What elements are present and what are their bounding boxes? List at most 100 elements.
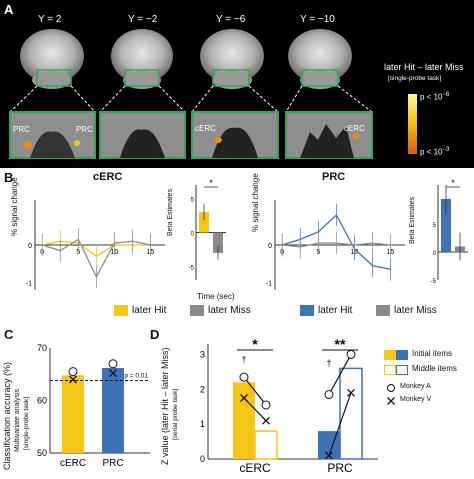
bar-prc	[102, 367, 124, 453]
legend-circle-marker	[387, 384, 395, 392]
panel-b-ylabel-left: % signal change	[10, 177, 19, 236]
y-tick-label: 0	[28, 243, 32, 250]
y-tick-label: 60	[37, 396, 47, 406]
panel-b-xlabel: Time (sec)	[197, 292, 235, 301]
y-tick-label: -5	[189, 265, 195, 271]
contrast-title: later Hit – later Miss	[384, 62, 464, 72]
panel-b-beta-ylabel-left: Beta Estimates	[167, 188, 174, 236]
inset-label-cerc-right: cERC	[344, 124, 365, 133]
panel-letter-a: A	[4, 2, 14, 17]
slice-1	[20, 29, 84, 89]
monkey-v-point	[262, 416, 270, 425]
brain-slices-graphic	[9, 29, 417, 159]
y-tick-label: 5	[433, 223, 437, 229]
slice-3	[200, 29, 264, 89]
panel-letter-b: B	[4, 170, 14, 185]
legend-later-miss-prc: later Miss	[394, 305, 437, 316]
panel-d-ylabel-sub: [serial probe task]	[172, 388, 179, 440]
line-chart-cerc: 0-1051015	[26, 200, 165, 290]
significance-marker: **	[335, 336, 346, 352]
beta-bar-hit	[199, 212, 209, 233]
legend-monkey-v: Monkey V	[400, 396, 432, 403]
monkey-a-point	[68, 367, 78, 377]
significance-marker: *	[451, 178, 455, 188]
inset-4	[285, 111, 373, 159]
category-label: cERC	[60, 458, 86, 469]
monkey-a-point	[108, 359, 118, 369]
panel-b-title-prc: PRC	[322, 171, 346, 183]
inset-label-prc-left: PRC	[13, 125, 30, 134]
legend-later-miss: later Miss	[208, 305, 251, 316]
legend-later-hit-prc: later Hit	[318, 305, 353, 316]
bar-initial-cerc	[233, 382, 255, 459]
legend-middle-swatch-blue	[396, 365, 408, 375]
legend-later-miss-swatch	[190, 305, 204, 316]
panel-b-ylabel-right: % signal change	[251, 173, 260, 232]
panel-c-ylabel: Classification accuracy (%)	[2, 361, 12, 470]
y-tick-label: 0	[268, 243, 272, 250]
inset-label-cerc-left: cERC	[195, 124, 216, 133]
legend-monkey-a: Monkey A	[400, 383, 431, 390]
dagger-marker: †	[241, 354, 246, 364]
beta-chart-prc: 5 0 -5 *	[431, 178, 468, 285]
legend-initial-swatch-yellow	[384, 350, 396, 360]
monkey-v-point	[347, 388, 355, 397]
panel-letter-d: D	[150, 327, 160, 342]
colorbar-top-label: p < 10−6	[420, 92, 450, 102]
legend-initial-swatch-blue	[396, 350, 408, 360]
monkey-v-point	[325, 451, 333, 460]
slice-label-1: Y = 2	[38, 14, 62, 25]
category-label: PRC	[102, 458, 123, 469]
legend-later-hit-swatch	[114, 305, 128, 316]
beta-bar-miss	[213, 232, 223, 253]
bar-cerc	[62, 375, 84, 453]
panel-c-ylabel-sub2: [single-probe task]	[23, 396, 30, 450]
inset-label-prc-right: PRC	[76, 125, 93, 134]
category-label: PRC	[327, 461, 353, 475]
category-label: cERC	[239, 461, 271, 475]
legend-later-hit-prc-swatch	[300, 305, 314, 316]
slice-label-3: Y = −6	[216, 14, 246, 25]
significance-marker: *	[209, 178, 213, 188]
slice-2	[111, 29, 173, 89]
threshold-label: p = 0.01	[124, 373, 148, 380]
monkey-a-point	[346, 349, 356, 359]
inset-2	[99, 111, 186, 159]
monkey-a-connector	[243, 376, 267, 406]
legend-initial-items: Initial items	[412, 349, 453, 358]
classification-bar-chart: 50 60 70 cERC PRC p = 0.01	[37, 343, 150, 469]
monkey-v-point	[69, 375, 77, 384]
y-tick-label: 2	[200, 384, 205, 394]
monkey-v-point	[240, 394, 248, 402]
slice-label-2: Y = −2	[128, 14, 158, 25]
panel-d-ylabel: Z value (later Hit – later Miss)	[160, 347, 170, 465]
bar-middle-prc	[339, 367, 363, 460]
y-tick-label: 50	[37, 448, 47, 458]
legend-middle-items: Middle items	[412, 364, 457, 373]
contrast-subtitle: [single-probe task]	[388, 75, 442, 82]
bar-middle-cerc	[254, 430, 278, 460]
beta-bar-hit	[441, 198, 451, 253]
monkey-v-point	[109, 369, 117, 378]
beta-chart-cerc: 5 0 -5 *	[189, 178, 226, 280]
monkey-v-connector	[328, 392, 352, 456]
y-tick-label: -1	[26, 281, 32, 288]
monkey-a-point	[324, 390, 334, 400]
colorbar	[408, 94, 417, 154]
panel-c-ylabel-sub1: Multivariate analysis	[14, 388, 21, 452]
dagger-marker: †	[326, 358, 331, 368]
legend-cross-marker	[387, 397, 395, 405]
y-tick-label: 5	[191, 198, 195, 204]
y-tick-label: 3	[200, 349, 205, 359]
monkey-a-point	[261, 400, 271, 410]
colorbar-bottom-label: p < 10−3	[420, 147, 450, 157]
monkey-a-connector	[328, 354, 352, 395]
y-tick-label: 0	[200, 454, 205, 464]
y-tick-label: -1	[266, 281, 272, 288]
panel-b-title-cerc: cERC	[93, 171, 123, 183]
panel-b-beta-ylabel-right: Beta Estimates	[409, 196, 416, 244]
monkey-v-connector	[243, 397, 267, 422]
monkey-a-point	[239, 372, 249, 382]
z-value-bar-chart: 0 1 2 3 cERC * † PRC ** †	[200, 336, 378, 475]
line-chart-prc: 0-1051015	[266, 200, 405, 290]
